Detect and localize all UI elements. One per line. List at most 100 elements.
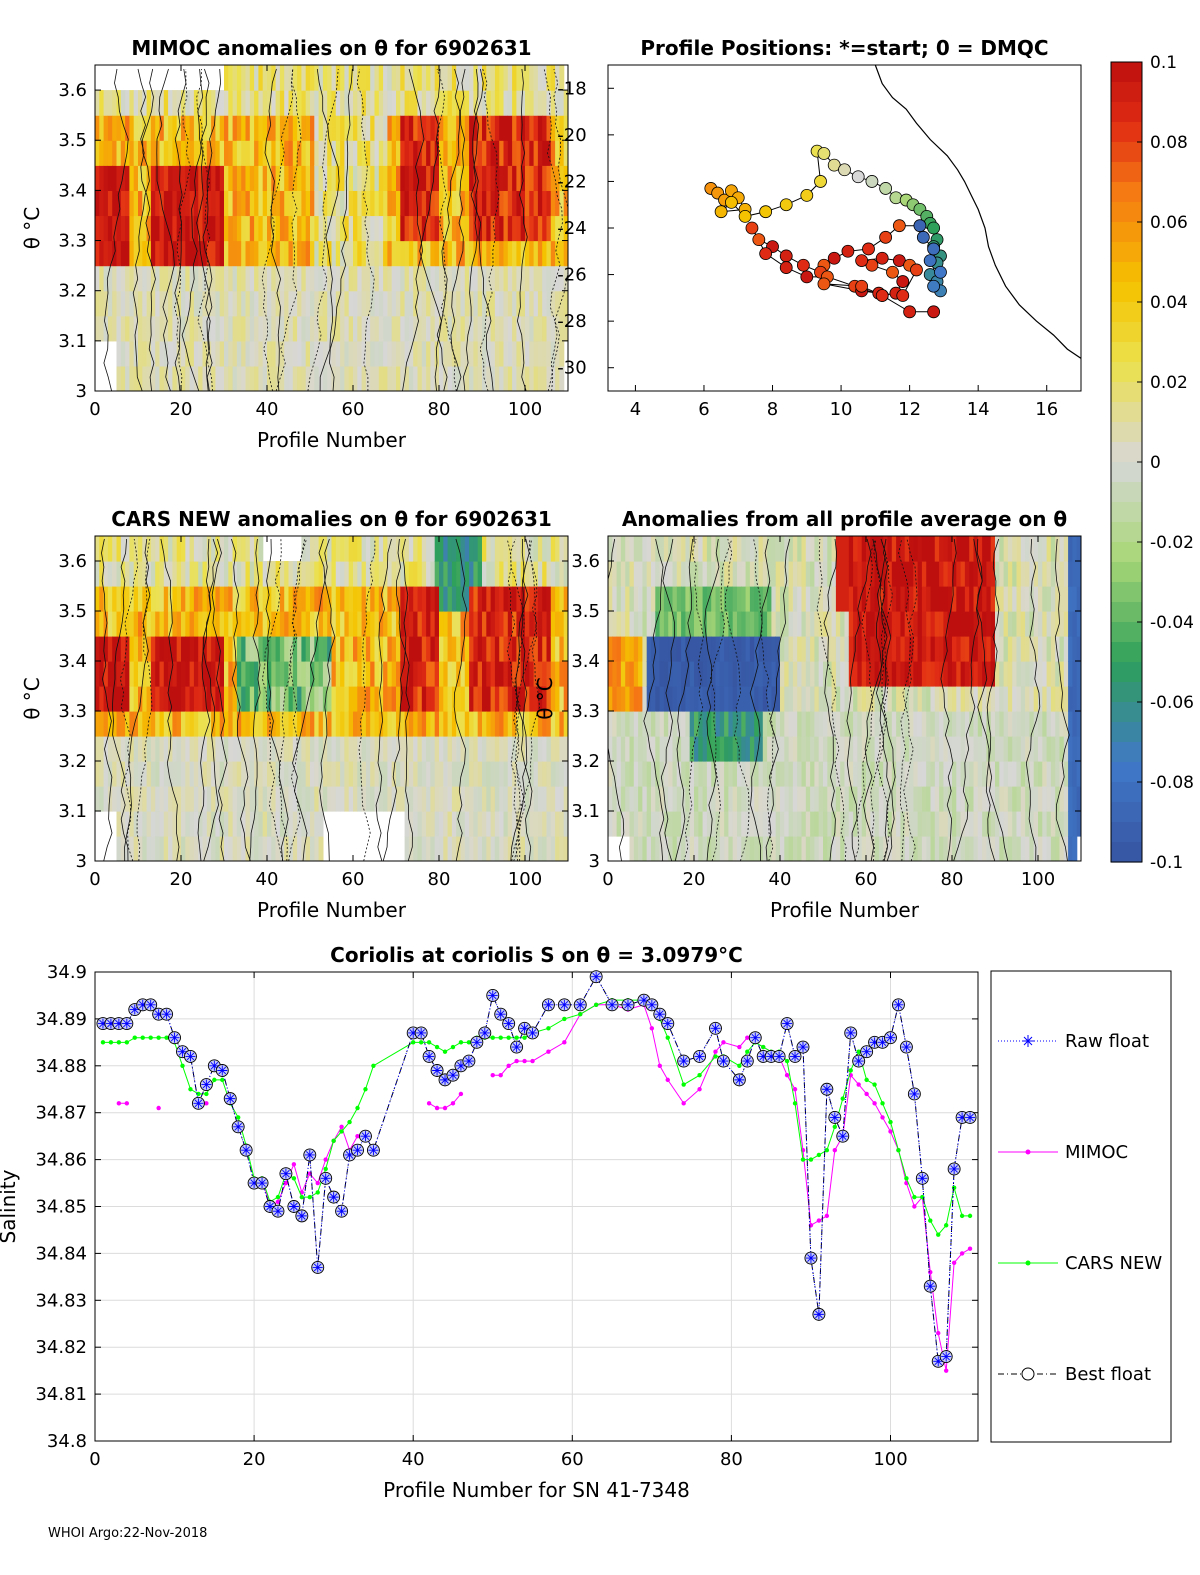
heatmap-cell: [292, 290, 298, 317]
colorbar-segment: [1111, 222, 1142, 243]
contour-line: [1025, 538, 1041, 861]
heatmap-cell: [129, 340, 135, 367]
heatmap-cell: [1016, 561, 1022, 587]
heatmap-cell: [788, 636, 794, 662]
profile-position-point: [796, 258, 810, 272]
colorbar-segment: [1111, 142, 1142, 163]
heatmap-cell: [861, 686, 867, 712]
mimoc-point: [275, 1199, 281, 1205]
heatmap-cell: [563, 165, 568, 191]
heatmap-cell: [797, 761, 803, 787]
contour-line: [211, 538, 228, 861]
heatmap-cell: [1046, 761, 1052, 787]
heatmap-cell: [185, 736, 191, 762]
heatmap-cell: [537, 140, 543, 166]
heatmap-cell: [275, 611, 281, 637]
heatmap-cell: [314, 661, 320, 687]
heatmap-cell: [236, 190, 242, 217]
heatmap-cell: [960, 636, 966, 662]
heatmap-cell: [215, 761, 221, 787]
heatmap-cell: [780, 761, 785, 787]
heatmap-cell: [823, 586, 828, 612]
heatmap-cell: [344, 90, 350, 116]
heatmap-cell: [952, 661, 957, 687]
contour-line: [643, 538, 665, 861]
heatmap-cell: [887, 561, 893, 587]
heatmap-cell: [694, 761, 699, 787]
heatmap-cell: [482, 811, 487, 837]
heatmap-cell: [542, 315, 548, 342]
heatmap-cell: [99, 686, 105, 712]
heatmap-cell: [193, 190, 199, 217]
heatmap-cell: [775, 786, 781, 812]
heatmap-cell: [120, 290, 126, 317]
heatmap-cell: [335, 65, 341, 91]
heatmap-cell: [348, 786, 354, 812]
heatmap-cell: [413, 215, 419, 242]
heatmap-cell: [982, 736, 987, 762]
y-axis-label: Salinity: [0, 1169, 20, 1243]
heatmap-cell: [464, 636, 470, 662]
heatmap-cell: [857, 736, 863, 762]
heatmap-cell: [168, 190, 173, 217]
heatmap-cell: [1038, 786, 1043, 812]
heatmap-cell: [103, 290, 109, 317]
heatmap-cell: [202, 165, 208, 191]
heatmap-cell: [797, 786, 803, 812]
heatmap-cell: [861, 711, 867, 737]
heatmap-cell: [990, 836, 996, 861]
heatmap-cell: [378, 265, 384, 292]
heatmap-cell: [258, 265, 264, 292]
heatmap-cell: [322, 215, 328, 242]
heatmap-cell: [142, 761, 148, 787]
heatmap-cell: [163, 140, 169, 166]
heatmap-cell: [215, 686, 221, 712]
heatmap-cell: [887, 686, 893, 712]
heatmap-cell: [400, 536, 406, 562]
heatmap-cell: [1046, 611, 1052, 637]
raw-float-marker: [893, 999, 904, 1010]
heatmap-cell: [559, 761, 565, 787]
heatmap-cell: [486, 190, 492, 217]
profile-position-point: [916, 230, 930, 244]
heatmap-cell: [939, 761, 944, 787]
heatmap-cell: [507, 315, 513, 342]
heatmap-cell: [258, 736, 264, 762]
heatmap-cell: [494, 811, 500, 837]
heatmap-cell: [451, 586, 457, 612]
heatmap-cell: [616, 711, 622, 737]
heatmap-cell: [633, 586, 639, 612]
heatmap-cell: [887, 736, 893, 762]
heatmap-cell: [952, 711, 957, 737]
heatmap-cell: [301, 340, 307, 367]
heatmap-cell: [172, 115, 178, 141]
heatmap-cell: [473, 140, 479, 166]
heatmap-cell: [310, 736, 315, 762]
heatmap-cell: [159, 836, 165, 861]
heatmap-cell: [728, 711, 734, 737]
heatmap-cell: [767, 536, 772, 562]
heatmap-cell: [986, 761, 992, 787]
heatmap-cell: [206, 290, 212, 317]
heatmap-cell: [728, 786, 734, 812]
heatmap-cell: [1016, 586, 1022, 612]
heatmap-cell: [904, 611, 910, 637]
raw-float-marker: [758, 1051, 769, 1062]
heatmap-cell: [469, 711, 474, 737]
raw-float-marker: [710, 1023, 721, 1034]
heatmap-cell: [129, 711, 135, 737]
heatmap-cell: [348, 315, 354, 342]
heatmap-cell: [771, 811, 777, 837]
heatmap-cell: [507, 761, 513, 787]
mimoc-point: [124, 1101, 130, 1106]
heatmap-cell: [361, 340, 367, 367]
heatmap-cell: [689, 611, 695, 637]
heatmap-cell: [878, 736, 884, 762]
panel-title: MIMOC anomalies on θ for 6902631: [131, 36, 531, 60]
heatmap-cell: [633, 536, 639, 562]
heatmap-cell: [99, 315, 105, 342]
heatmap-cell: [451, 611, 457, 637]
heatmap-cell: [469, 90, 474, 116]
heatmap-cell: [241, 811, 247, 837]
heatmap-cell: [322, 561, 328, 587]
